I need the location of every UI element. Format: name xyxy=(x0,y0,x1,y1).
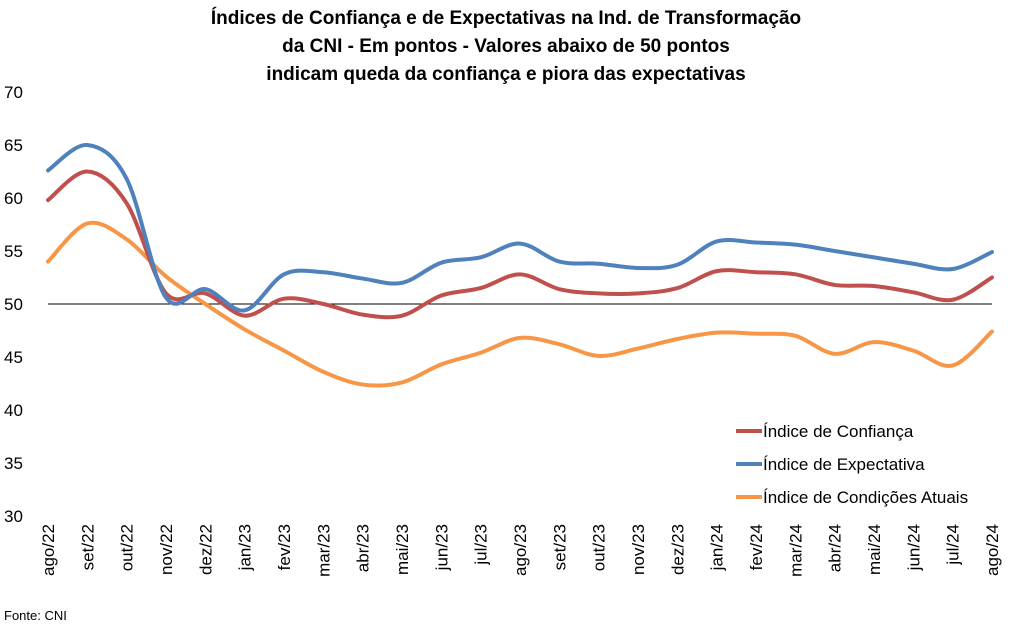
y-tick-label: 65 xyxy=(4,136,23,155)
x-tick-label: ago/22 xyxy=(39,524,58,576)
x-tick-label: out/23 xyxy=(590,524,609,571)
series-lines xyxy=(46,143,994,388)
x-tick-label: jun/23 xyxy=(432,524,451,571)
x-tick-label: dez/23 xyxy=(668,524,687,575)
y-tick-label: 40 xyxy=(4,401,23,420)
y-tick-label: 50 xyxy=(4,295,23,314)
chart-title: Índices de Confiança e de Expectativas n… xyxy=(211,7,801,85)
x-tick-label: mai/23 xyxy=(393,524,412,575)
legend-item-expectativa: Índice de Expectativa xyxy=(736,455,925,474)
y-tick-label: 70 xyxy=(4,83,23,102)
chart-title-line-2: da CNI - Em pontos - Valores abaixo de 5… xyxy=(282,36,730,57)
legend-item-confianca: Índice de Confiança xyxy=(736,422,914,441)
x-tick-label: set/22 xyxy=(78,524,97,570)
x-tick-label: fev/23 xyxy=(275,524,294,570)
x-tick-label: jul/23 xyxy=(472,524,491,566)
y-tick-label: 55 xyxy=(4,242,23,261)
x-tick-label: set/23 xyxy=(550,524,569,570)
x-tick-label: jan/23 xyxy=(236,524,255,571)
x-tick-label: ago/23 xyxy=(511,524,530,576)
x-tick-label: dez/22 xyxy=(196,524,215,575)
source-note: Fonte: CNI xyxy=(4,608,67,623)
series-line-confianca xyxy=(46,169,994,320)
series-line-expectativa xyxy=(46,143,994,313)
legend-item-condicoes-atuais: Índice de Condições Atuais xyxy=(736,488,968,507)
legend: Índice de Confiança Índice de Expectativa… xyxy=(736,422,968,507)
x-tick-label: abr/23 xyxy=(354,524,373,572)
x-tick-label: nov/22 xyxy=(157,524,176,575)
y-tick-label: 45 xyxy=(4,348,23,367)
y-tick-label: 60 xyxy=(4,189,23,208)
x-axis: ago/22 set/22 out/22 nov/22 dez/22 jan/23 fev/… xyxy=(39,524,1002,577)
legend-label: Índice de Condições Atuais xyxy=(763,488,968,507)
series-line-condicoes-atuais xyxy=(46,220,994,388)
x-tick-label: ago/24 xyxy=(983,524,1002,576)
y-tick-label: 35 xyxy=(4,454,23,473)
x-tick-label: jun/24 xyxy=(904,524,923,571)
x-tick-label: mar/24 xyxy=(786,524,805,577)
chart-title-line-1: Índices de Confiança e de Expectativas n… xyxy=(211,7,801,29)
x-tick-label: mai/24 xyxy=(865,524,884,575)
legend-label: Índice de Confiança xyxy=(763,422,914,441)
chart-title-line-3: indicam queda da confiança e piora das e… xyxy=(266,64,745,85)
x-tick-label: nov/23 xyxy=(629,524,648,575)
legend-label: Índice de Expectativa xyxy=(763,455,925,474)
x-tick-label: mar/23 xyxy=(314,524,333,577)
y-tick-label: 30 xyxy=(4,507,23,526)
y-axis: 30 35 40 45 50 55 60 65 70 xyxy=(4,83,23,526)
x-tick-label: out/22 xyxy=(118,524,137,571)
x-tick-label: fev/24 xyxy=(747,524,766,570)
x-tick-label: jul/24 xyxy=(944,524,963,566)
x-tick-label: jan/24 xyxy=(708,524,727,571)
x-tick-label: abr/24 xyxy=(826,524,845,572)
